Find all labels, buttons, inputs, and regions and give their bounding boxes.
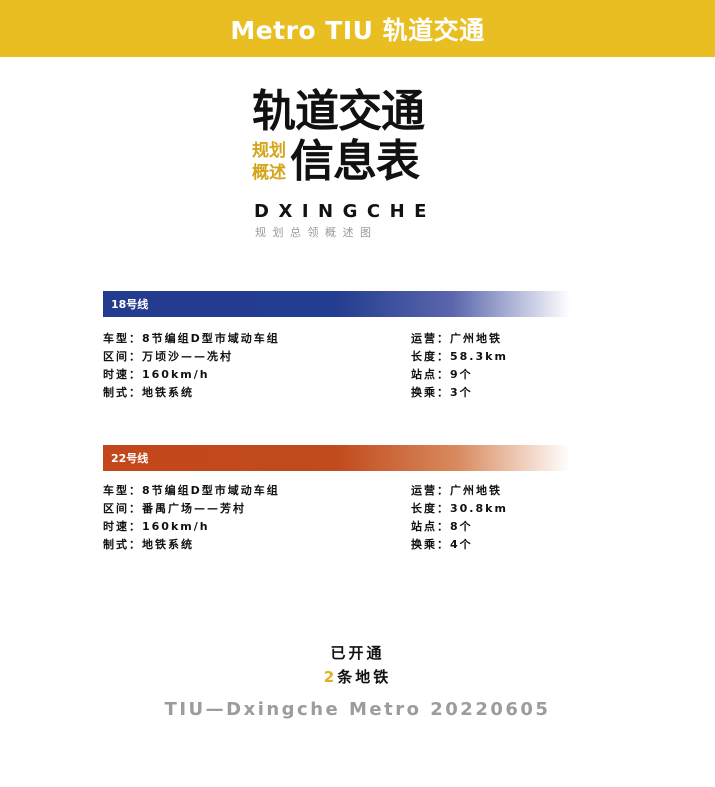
line-18-stations: 站点：9个 (411, 368, 473, 381)
opened-count-suffix: 条地铁 (337, 668, 392, 686)
line-22-length: 长度：30.8km (411, 502, 508, 515)
line-22-stations: 站点：8个 (411, 520, 473, 533)
line-18-length: 长度：58.3km (411, 350, 508, 363)
hero-caption: 规划总领概述图 (255, 226, 378, 239)
line-18-operator: 运营：广州地铁 (411, 332, 502, 345)
header-bar: Metro TIU 轨道交通 (0, 0, 715, 57)
line-18-vehicle: 车型：8节编组D型市域动车组 (103, 332, 280, 345)
hero-subtitle-group: 规划 概述 信息表 (252, 136, 420, 187)
line-18-speed: 时速：160km/h (103, 368, 210, 381)
line-22-header-bar: 22号线 (103, 445, 570, 471)
line-22-system: 制式：地铁系统 (103, 538, 194, 551)
hero-latin-brand: DXINGCHE (254, 201, 436, 222)
line-18-section: 区间：万顷沙——冼村 (103, 350, 233, 363)
line-22-vehicle: 车型：8节编组D型市域动车组 (103, 484, 280, 497)
hero-title: 轨道交通 (252, 86, 425, 137)
opened-count: 2条地铁 (0, 666, 715, 687)
line-18-name: 18号线 (111, 298, 149, 311)
line-22-section: 区间：番禺广场——芳村 (103, 502, 246, 515)
hero-side-label-2: 概述 (252, 163, 286, 183)
footer-credit: TIU—Dxingche Metro 20220605 (164, 699, 551, 720)
hero-side-label: 规划 概述 (252, 140, 286, 184)
line-18-transfers: 换乘：3个 (411, 386, 473, 399)
header-title: Metro TIU 轨道交通 (230, 15, 485, 45)
line-22-transfers: 换乘：4个 (411, 538, 473, 551)
line-18-header-bar: 18号线 (103, 291, 570, 317)
opened-count-number: 2 (323, 668, 338, 686)
line-22-name: 22号线 (111, 452, 149, 465)
hero-side-label-1: 规划 (252, 141, 286, 161)
opened-label: 已开通 (330, 644, 385, 662)
line-22-operator: 运营：广州地铁 (411, 484, 502, 497)
line-18-system: 制式：地铁系统 (103, 386, 194, 399)
line-22-speed: 时速：160km/h (103, 520, 210, 533)
hero-subtitle: 信息表 (290, 136, 420, 187)
